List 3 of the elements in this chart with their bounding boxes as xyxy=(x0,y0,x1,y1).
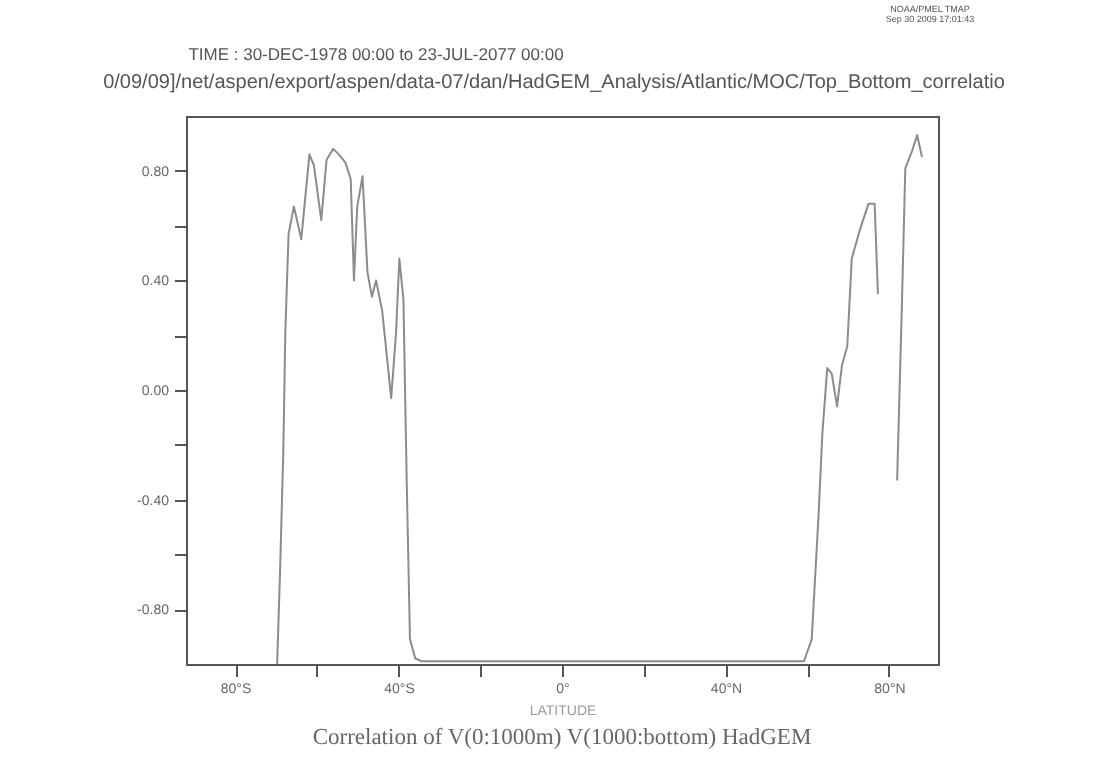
text: 0/09/09]/net/aspen/export/aspen/data-07/dan/HadGEM_Analysis/Atlantic/MOC/Top_Bottom_correlatio xyxy=(103,72,1006,94)
text: Correlation of V(0:1000m) V(1000:bottom) HadGEM xyxy=(312,726,812,750)
text: TIME : 30-DEC-1978 00:00 to 23-JUL-2077 00:00 xyxy=(188,44,565,64)
